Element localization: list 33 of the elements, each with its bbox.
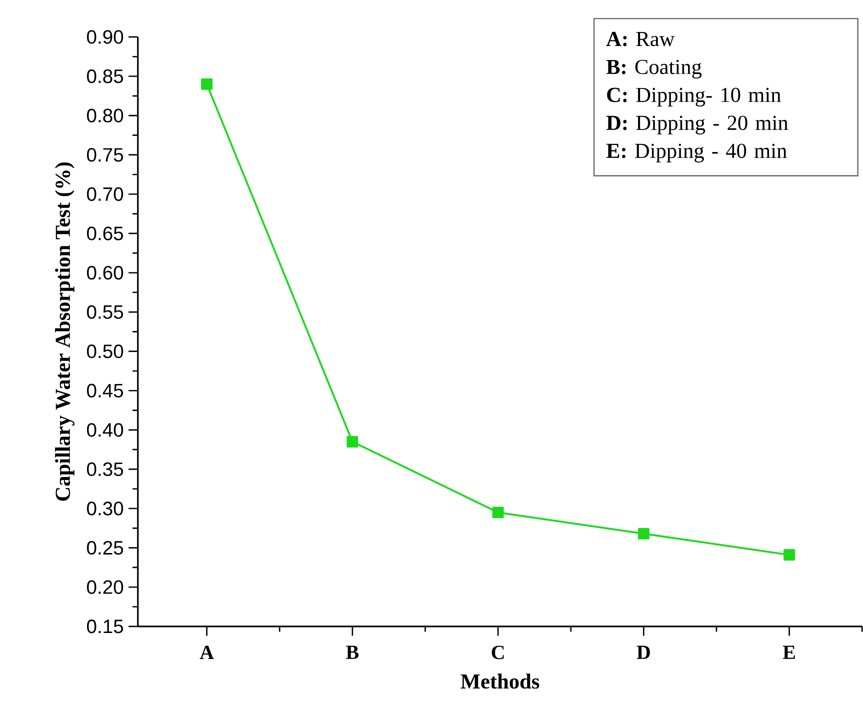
y-tick-label: 0.75 [87, 148, 124, 162]
y-tick-label: 0.80 [87, 108, 124, 122]
y-tick-label: 0.15 [87, 619, 124, 634]
y-tick-label: 0.40 [87, 422, 124, 437]
y-tick-label: 0.85 [87, 69, 124, 83]
annotation: E: Dipping - 40 min [606, 144, 787, 162]
x-tick-label: E [782, 646, 795, 659]
annotation: C: Dipping- 10 min [607, 88, 781, 106]
x-tick-label: C [492, 646, 504, 660]
y-tick-label: 0.60 [87, 266, 124, 280]
point [492, 506, 504, 518]
y-tick-label: 0.45 [87, 384, 124, 398]
annotation: B: Coating [606, 60, 702, 78]
y-tick-label: 0.30 [87, 502, 124, 516]
x-axis-title: Methods [460, 674, 540, 689]
point [201, 78, 213, 90]
point [784, 549, 795, 560]
y-tick-label: 0.55 [87, 305, 124, 319]
y-tick-label: 0.90 [87, 30, 124, 44]
annotation: D: Dipping - 20 min [606, 116, 788, 134]
y-tick-label: 0.35 [87, 462, 124, 476]
point [346, 436, 358, 448]
y-tick-label: 0.70 [87, 187, 124, 201]
point [638, 528, 650, 540]
y-tick-label: 0.65 [87, 226, 124, 240]
x-tick-label: D [636, 646, 650, 659]
y-axis-title: Capillary Water Absorption Test (%) [55, 162, 74, 501]
x-tick-label: A [200, 646, 214, 659]
y-tick-label: 0.50 [87, 344, 124, 358]
y-tick-label: 0.20 [87, 580, 124, 594]
x-tick-label: B [346, 646, 359, 659]
y-tick-label: 0.25 [87, 540, 124, 554]
annotation: A: Raw [606, 32, 675, 46]
